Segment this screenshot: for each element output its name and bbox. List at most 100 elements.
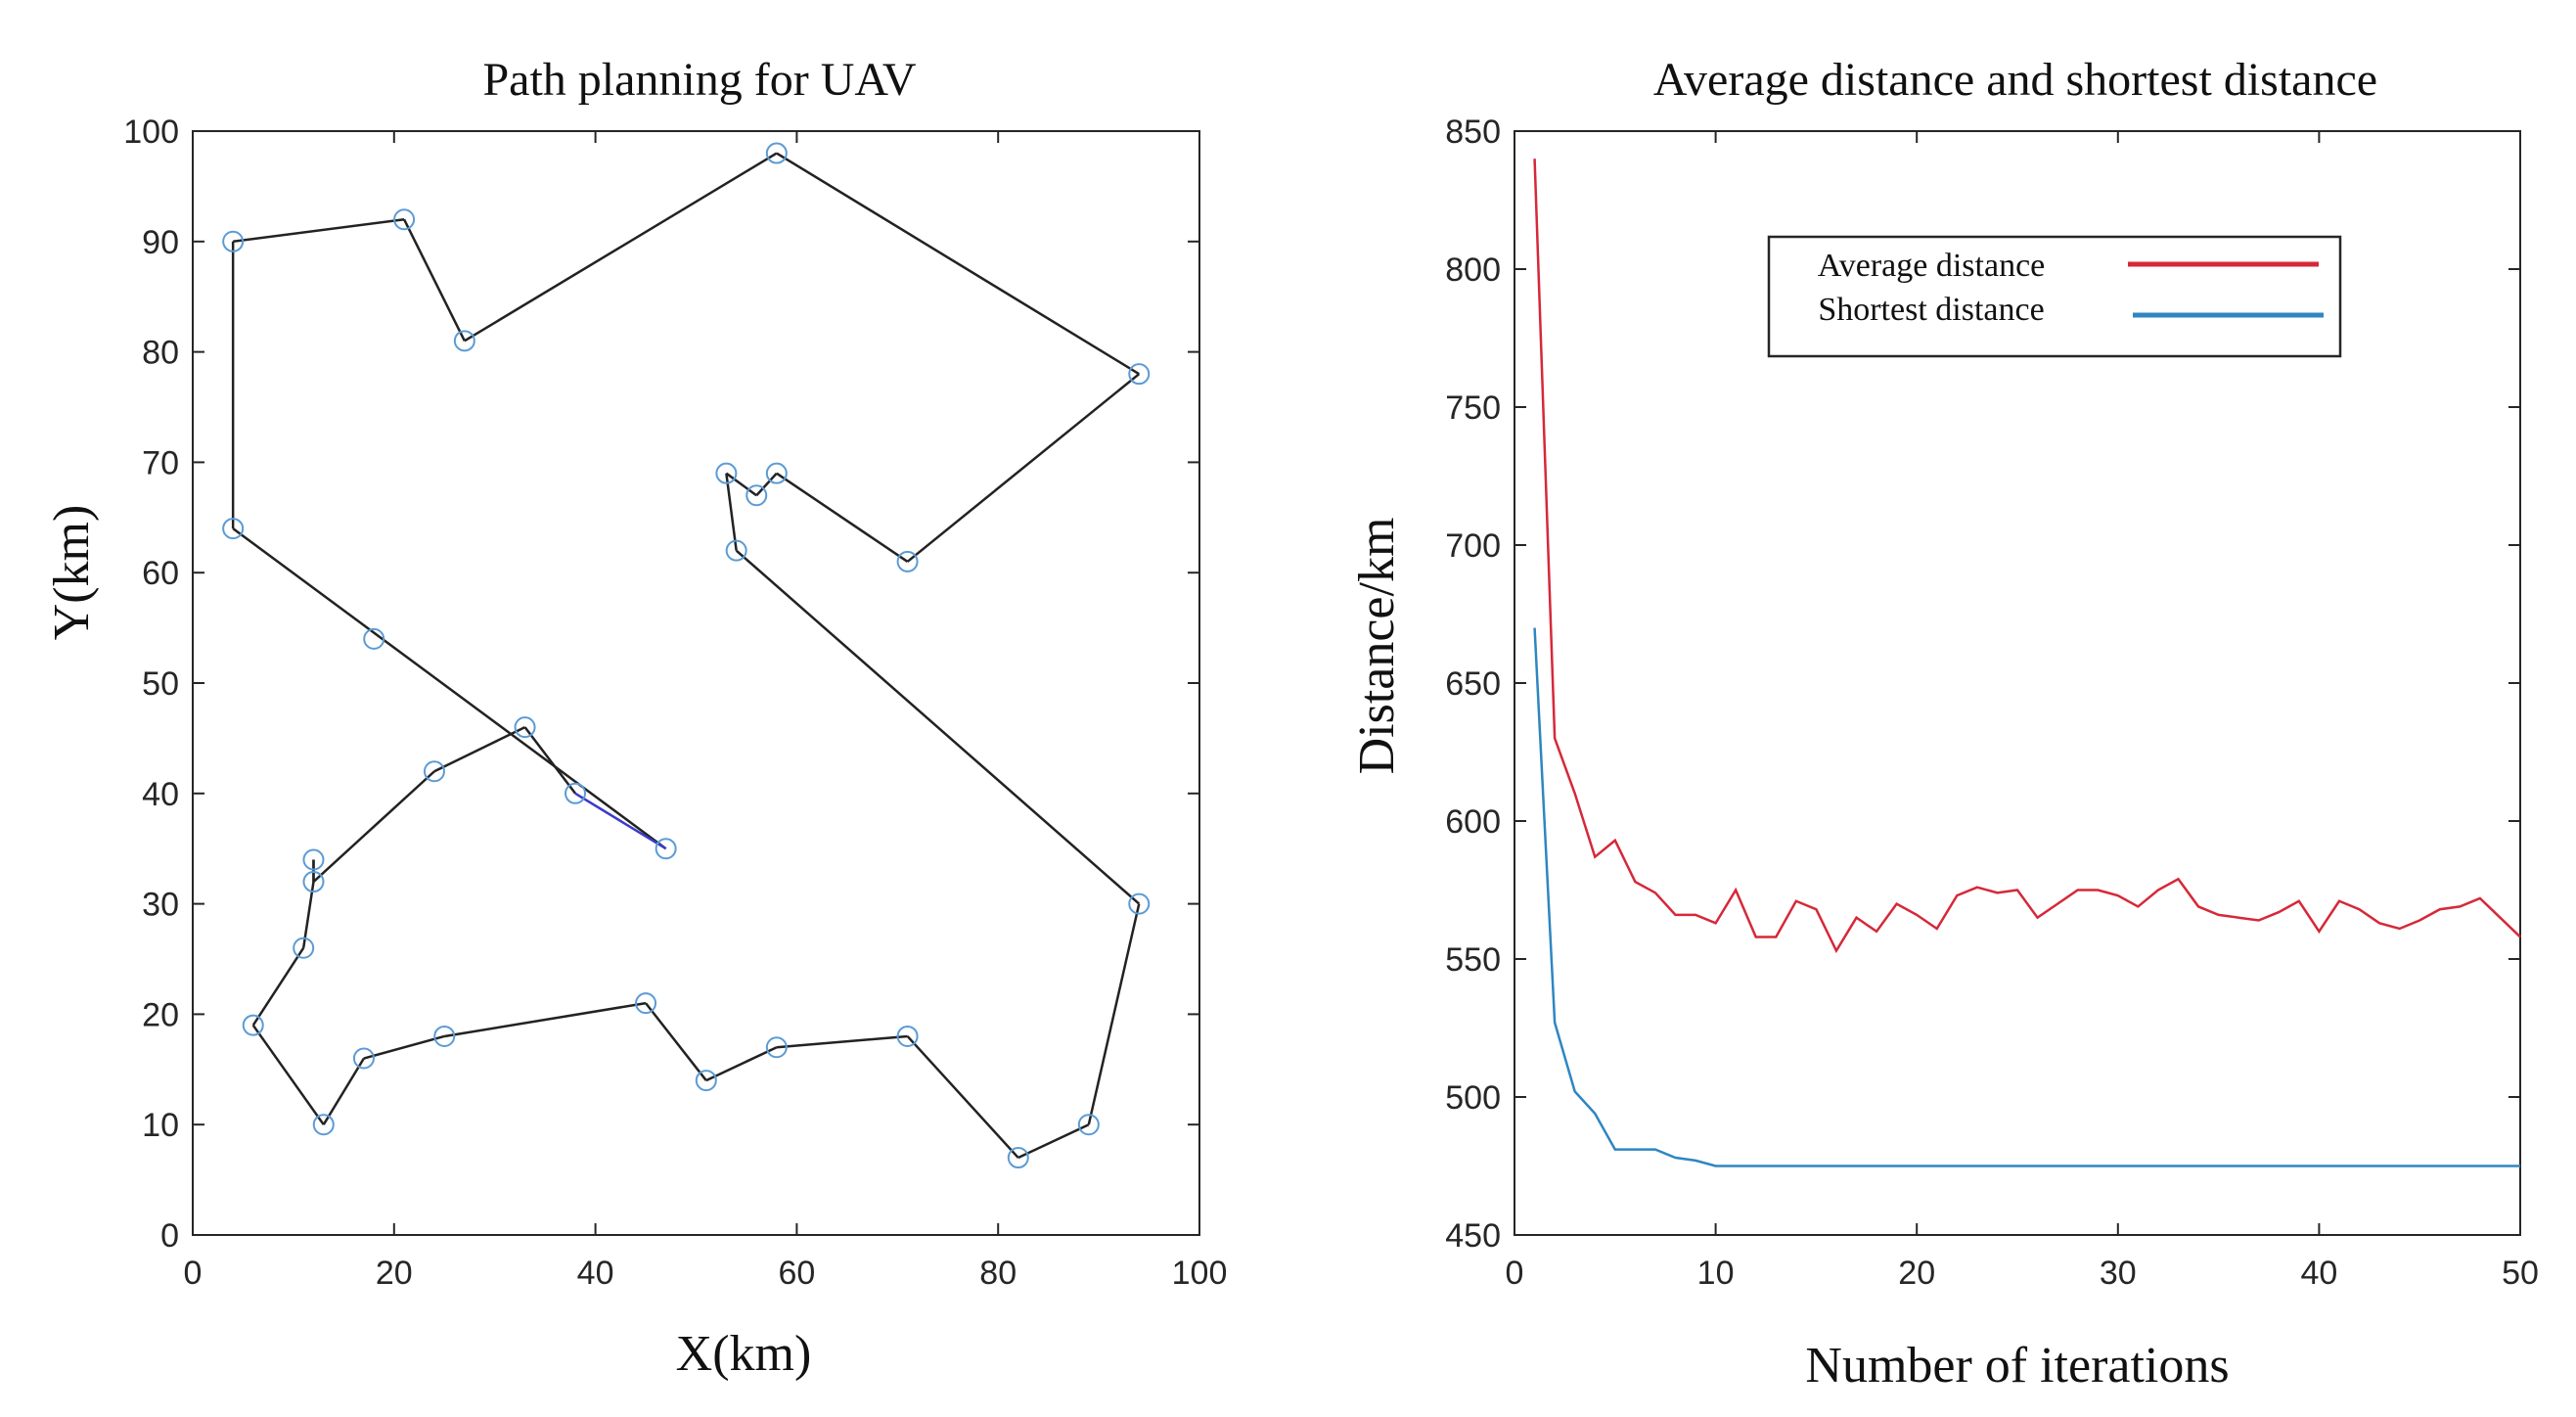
waypoint-marker bbox=[635, 992, 657, 1015]
chart1-y-axis: 0 10 20 30 40 50 60 70 80 90 100 bbox=[123, 114, 1199, 1255]
x-tick-label: 10 bbox=[1697, 1255, 1735, 1292]
legend-box bbox=[1767, 235, 2342, 358]
chart1-waypoints bbox=[222, 142, 1151, 1169]
waypoint-marker bbox=[695, 1070, 717, 1092]
chart2-series bbox=[1533, 159, 2521, 1167]
x-tick-label: 0 bbox=[1506, 1255, 1524, 1292]
waypoint-marker bbox=[363, 627, 385, 650]
chart1-x-axis: 0 20 40 60 80 100 bbox=[184, 131, 1228, 1292]
y-tick-label: 500 bbox=[1445, 1079, 1501, 1117]
x-tick-label: 100 bbox=[1172, 1255, 1228, 1292]
waypoint-marker bbox=[1128, 363, 1151, 386]
waypoint-marker bbox=[423, 760, 445, 783]
path-segment bbox=[402, 218, 466, 342]
chart2-title: Average distance and shortest distance bbox=[1653, 54, 2377, 106]
waypoint-marker bbox=[242, 1014, 264, 1036]
path-segment bbox=[776, 1034, 908, 1049]
y-tick-label: 650 bbox=[1445, 665, 1501, 703]
waypoint-marker bbox=[655, 838, 677, 860]
chart1-axes-box bbox=[192, 130, 1200, 1236]
series-shortest-distance bbox=[1533, 627, 2520, 1167]
chart2-ylabel: Distance/km bbox=[1349, 518, 1405, 775]
x-tick-label: 20 bbox=[376, 1255, 413, 1292]
waypoint-marker bbox=[352, 1047, 375, 1070]
waypoint-marker bbox=[302, 848, 325, 871]
x-tick-label: 40 bbox=[2300, 1255, 2337, 1292]
path-segment bbox=[444, 1001, 647, 1038]
chart2-y-axis: 450 500 550 600 650 700 750 800 850 bbox=[1445, 114, 2520, 1255]
waypoint-marker bbox=[222, 230, 245, 252]
path-segment bbox=[433, 725, 526, 773]
waypoint-marker bbox=[765, 1036, 788, 1059]
waypoint-marker bbox=[222, 518, 245, 540]
series-average-distance bbox=[1533, 159, 2521, 954]
waypoint-marker bbox=[765, 142, 788, 164]
path-segment bbox=[776, 472, 909, 563]
path-segment bbox=[464, 152, 778, 343]
chart2-legend: Average distance Shortest distance bbox=[1767, 235, 2342, 358]
path-segment bbox=[755, 472, 778, 497]
x-tick-label: 80 bbox=[979, 1255, 1017, 1292]
y-tick-label: 10 bbox=[142, 1107, 179, 1144]
path-planning-chart: Path planning for UAV 0 20 40 60 80 100 0 10 20… bbox=[44, 54, 1227, 1382]
path-segment bbox=[1087, 903, 1141, 1125]
waypoint-marker bbox=[312, 1114, 335, 1136]
path-segment bbox=[363, 1034, 445, 1060]
path-segment bbox=[574, 792, 667, 850]
waypoint-marker bbox=[393, 208, 416, 231]
legend-label-shortest: Shortest distance bbox=[1818, 292, 2044, 328]
waypoint-marker bbox=[514, 716, 536, 739]
y-tick-label: 60 bbox=[142, 555, 179, 592]
distance-chart: Average distance and shortest distance 0… bbox=[1349, 54, 2539, 1394]
y-tick-label: 100 bbox=[123, 114, 179, 151]
chart1-xlabel: X(km) bbox=[676, 1326, 812, 1382]
chart2-x-axis: 0 10 20 30 40 50 bbox=[1506, 131, 2539, 1292]
y-tick-label: 450 bbox=[1445, 1217, 1501, 1255]
y-tick-label: 80 bbox=[142, 335, 179, 372]
y-tick-label: 30 bbox=[142, 887, 179, 924]
y-tick-label: 70 bbox=[142, 444, 179, 481]
y-tick-label: 550 bbox=[1445, 941, 1501, 979]
x-tick-label: 30 bbox=[2100, 1255, 2137, 1292]
path-segment bbox=[906, 373, 1141, 563]
waypoint-marker bbox=[302, 871, 325, 893]
path-segment bbox=[725, 473, 738, 551]
x-tick-label: 20 bbox=[1898, 1255, 1935, 1292]
chart1-ylabel: Y(km) bbox=[44, 505, 100, 641]
x-tick-label: 50 bbox=[2502, 1255, 2539, 1292]
waypoint-marker bbox=[725, 539, 747, 562]
path-segment bbox=[233, 218, 405, 244]
path-segment bbox=[322, 1057, 365, 1125]
y-tick-label: 700 bbox=[1445, 527, 1501, 565]
path-segment bbox=[906, 1035, 1019, 1159]
waypoint-marker bbox=[565, 782, 587, 804]
x-tick-label: 40 bbox=[577, 1255, 614, 1292]
chart2-xlabel: Number of iterations bbox=[1805, 1338, 2229, 1394]
x-tick-label: 0 bbox=[184, 1255, 203, 1292]
waypoint-marker bbox=[453, 330, 475, 352]
path-segment bbox=[705, 1046, 778, 1082]
y-tick-label: 90 bbox=[142, 224, 179, 261]
path-segment bbox=[645, 1002, 707, 1081]
y-tick-label: 50 bbox=[142, 665, 179, 703]
waypoint-marker bbox=[1128, 892, 1151, 915]
y-tick-label: 800 bbox=[1445, 251, 1501, 289]
y-tick-label: 20 bbox=[142, 996, 179, 1033]
path-segment bbox=[312, 770, 435, 883]
legend-label-average: Average distance bbox=[1818, 248, 2046, 284]
path-segment bbox=[232, 527, 667, 850]
waypoint-marker bbox=[1007, 1147, 1029, 1169]
path-segment bbox=[251, 1024, 325, 1125]
path-segment bbox=[251, 947, 305, 1027]
y-tick-label: 600 bbox=[1445, 803, 1501, 841]
waypoint-marker bbox=[1077, 1114, 1100, 1136]
waypoint-marker bbox=[896, 1025, 919, 1047]
path-segment bbox=[301, 881, 315, 948]
y-tick-label: 0 bbox=[160, 1217, 179, 1255]
waypoint-marker bbox=[715, 462, 738, 484]
waypoint-marker bbox=[433, 1025, 456, 1047]
waypoint-marker bbox=[765, 462, 788, 484]
path-segment bbox=[776, 152, 1140, 376]
y-tick-label: 750 bbox=[1445, 389, 1501, 427]
